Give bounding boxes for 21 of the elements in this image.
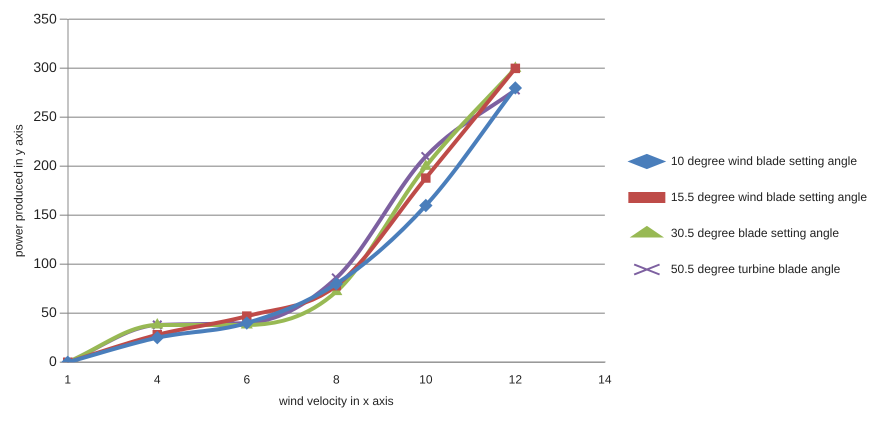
y-tick-label: 300 (33, 59, 57, 76)
y-tick-label: 250 (33, 108, 57, 124)
x-axis-title: wind velocity in x axis (278, 394, 394, 408)
x-tick-label: 1 (64, 372, 72, 387)
y-tick-label: 100 (33, 255, 57, 272)
x-tick-label: 6 (243, 372, 250, 387)
legend-label: 15.5 degree wind blade setting angle (670, 190, 868, 204)
x-tick-label: 10 (419, 372, 433, 387)
y-tick-label: 50 (41, 304, 57, 320)
x-tick-label: 14 (598, 372, 612, 387)
y-axis-title: power produced in y axis (12, 124, 26, 258)
x-tick-label: 12 (508, 372, 522, 387)
y-tick-label: 200 (33, 157, 57, 174)
y-tick-label: 350 (33, 10, 57, 26)
legend-label: 50.5 degree turbine blade angle (670, 262, 841, 276)
x-tick-label: 4 (154, 372, 161, 387)
y-tick-label: 0 (48, 353, 57, 370)
y-tick-label: 150 (33, 206, 57, 222)
x-tick-label: 8 (332, 372, 340, 387)
legend-label: 10 degree wind blade setting angle (670, 154, 858, 168)
legend-label: 30.5 degree blade setting angle (670, 226, 840, 240)
